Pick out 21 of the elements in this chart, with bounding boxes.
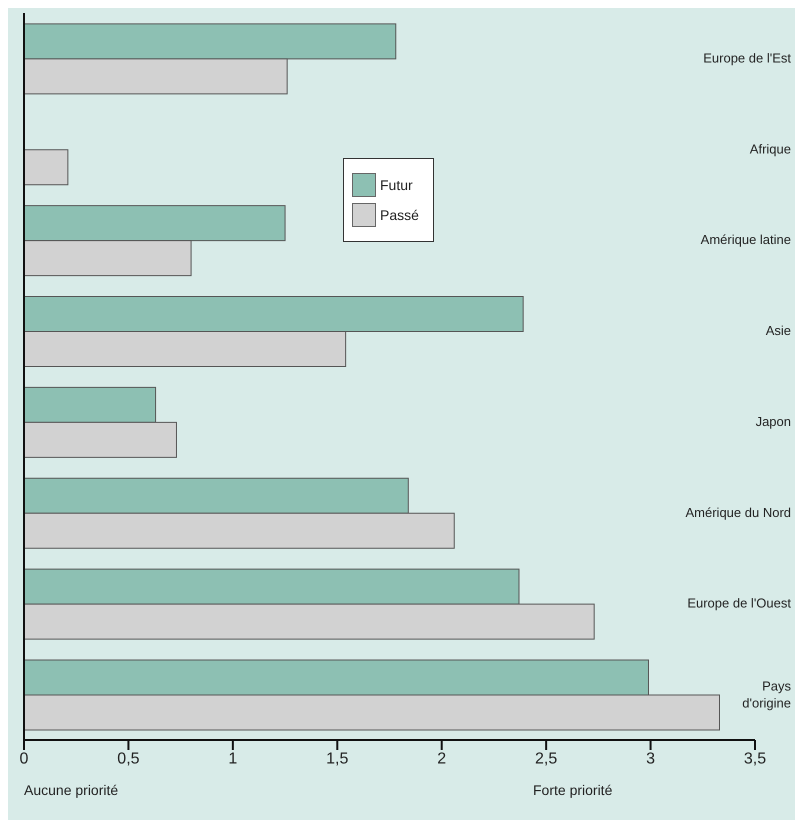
y-tick-label: Europe de l'Ouest bbox=[687, 596, 792, 611]
text: Aucune priorité bbox=[24, 782, 118, 798]
text: Forte priorité bbox=[533, 782, 612, 798]
y-tick-label: Pays d'origine bbox=[742, 678, 792, 711]
y-tick-label: Afrique bbox=[750, 141, 791, 156]
x-tick-label: 0,5 bbox=[117, 750, 140, 768]
y-tick-label: Amérique du Nord bbox=[686, 504, 791, 520]
x-tick-label: 1 bbox=[228, 750, 238, 768]
x-tick-label: 3,5 bbox=[744, 750, 766, 768]
legend-label: Passé bbox=[380, 207, 419, 223]
legend-label: Futur bbox=[380, 177, 413, 193]
x-tick-label: 3 bbox=[646, 750, 656, 768]
bar bbox=[24, 149, 68, 186]
y-tick-label: Europe de l'Est bbox=[703, 50, 792, 66]
x-tick-label: 0 bbox=[20, 750, 29, 768]
y-tick-label: Japon bbox=[756, 414, 791, 429]
y-tick-label: Asie bbox=[766, 323, 791, 338]
x-tick-label: 1,5 bbox=[326, 750, 349, 768]
x-tick-label: 2 bbox=[437, 750, 446, 768]
y-tick-label: Amérique latine bbox=[700, 232, 791, 248]
x-tick-label: 2,5 bbox=[535, 750, 558, 768]
